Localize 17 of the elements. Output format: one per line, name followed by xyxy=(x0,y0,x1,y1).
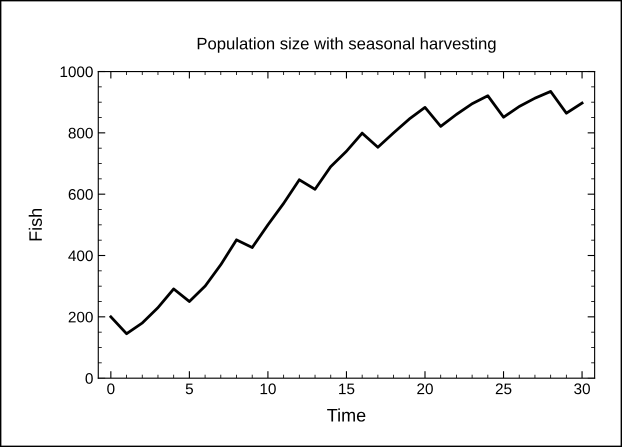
line-series xyxy=(109,90,584,336)
chart-title: Population size with seasonal harvesting xyxy=(198,37,496,53)
x-axis-title: Time xyxy=(327,408,366,422)
x-tick-label: 25 xyxy=(496,383,512,394)
x-tick-label: 10 xyxy=(260,383,276,394)
x-tick-label: 20 xyxy=(417,383,433,394)
x-tick-label: 15 xyxy=(339,384,354,394)
x-tick-label: 5 xyxy=(186,384,193,394)
y-tick-label: 1000 xyxy=(60,66,93,78)
y-tick-label: 600 xyxy=(68,189,93,200)
y-tick-label: 200 xyxy=(68,312,93,323)
x-tick-label: 30 xyxy=(574,383,590,394)
y-axis-title: Fish xyxy=(28,208,42,240)
y-tick-label: 800 xyxy=(68,128,93,139)
x-tick-label: 0 xyxy=(107,383,114,394)
y-tick-label: 400 xyxy=(68,250,93,262)
y-tick-label: 0 xyxy=(86,373,93,384)
